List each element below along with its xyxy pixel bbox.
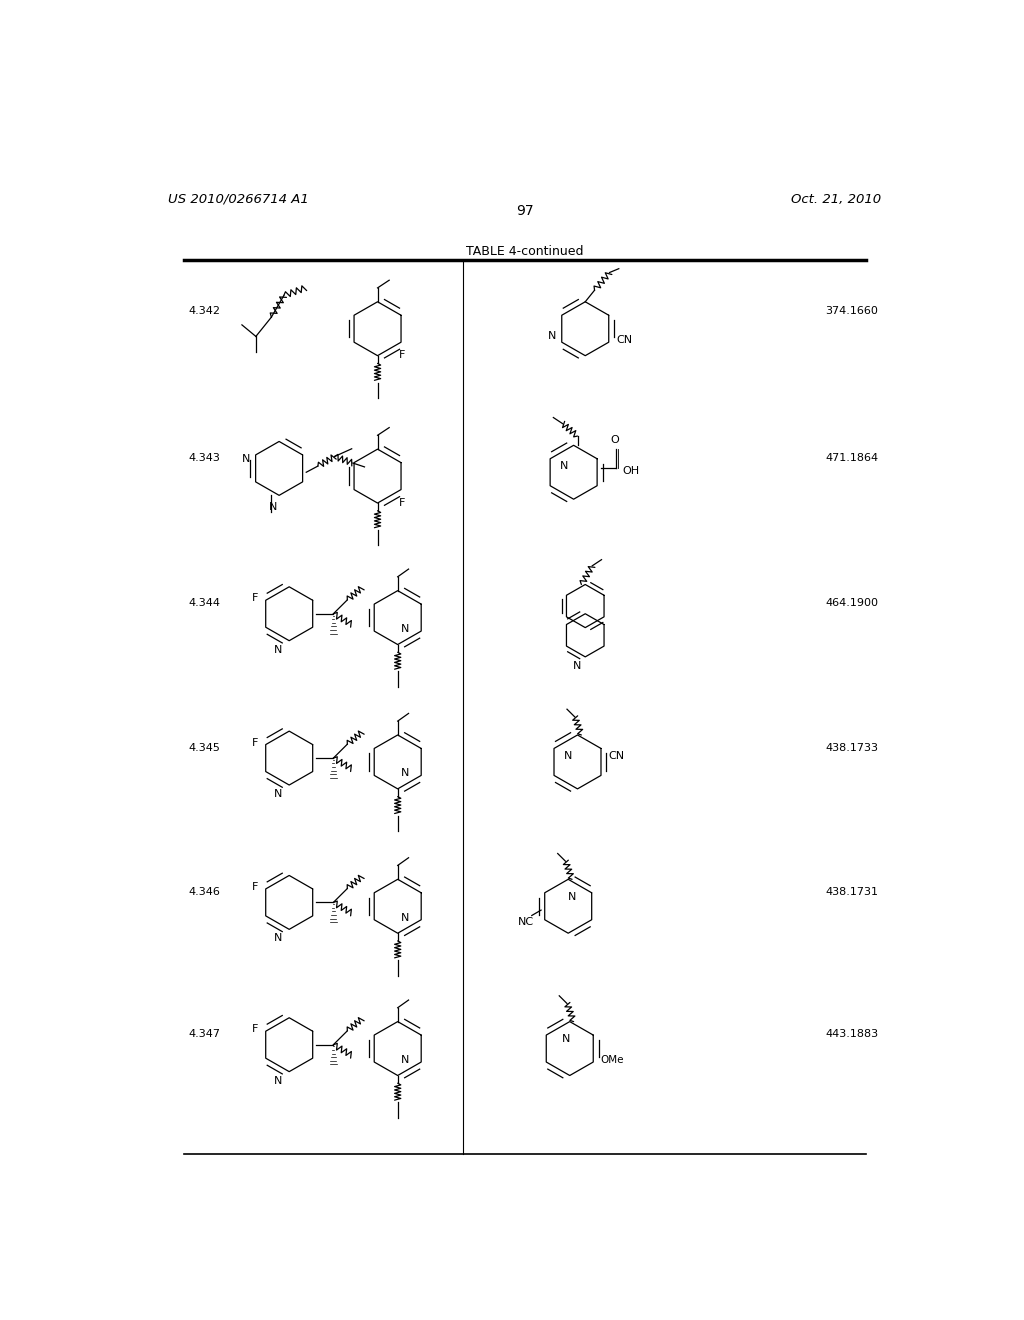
Text: OMe: OMe <box>601 1055 625 1065</box>
Text: 4.343: 4.343 <box>188 453 220 463</box>
Text: F: F <box>252 882 258 892</box>
Text: 438.1731: 438.1731 <box>825 887 879 898</box>
Text: N: N <box>401 913 410 923</box>
Text: 443.1883: 443.1883 <box>825 1030 879 1039</box>
Text: N: N <box>268 502 278 512</box>
Text: 4.344: 4.344 <box>188 598 220 609</box>
Text: 97: 97 <box>516 205 534 218</box>
Text: F: F <box>399 350 406 360</box>
Text: F: F <box>252 738 258 747</box>
Text: OH: OH <box>623 466 640 475</box>
Text: N: N <box>564 751 572 760</box>
Text: N: N <box>273 644 282 655</box>
Text: N: N <box>273 1076 282 1085</box>
Text: N: N <box>273 933 282 944</box>
Text: 4.345: 4.345 <box>188 743 220 752</box>
Text: 464.1900: 464.1900 <box>825 598 879 609</box>
Text: N: N <box>401 624 410 634</box>
Text: F: F <box>399 498 406 508</box>
Text: N: N <box>573 661 582 671</box>
Text: N: N <box>562 1035 570 1044</box>
Text: N: N <box>568 892 577 902</box>
Text: 4.347: 4.347 <box>188 1030 220 1039</box>
Text: O: O <box>610 436 620 445</box>
Text: US 2010/0266714 A1: US 2010/0266714 A1 <box>168 193 309 206</box>
Text: F: F <box>252 1024 258 1035</box>
Text: 4.346: 4.346 <box>188 887 220 898</box>
Text: N: N <box>401 768 410 779</box>
Text: CN: CN <box>608 751 625 760</box>
Text: 4.342: 4.342 <box>188 306 220 315</box>
Text: N: N <box>273 789 282 799</box>
Text: N: N <box>548 331 556 342</box>
Text: N: N <box>242 454 250 465</box>
Text: N: N <box>560 461 568 471</box>
Text: Oct. 21, 2010: Oct. 21, 2010 <box>792 193 882 206</box>
Text: N: N <box>401 1055 410 1065</box>
Text: F: F <box>252 594 258 603</box>
Text: 374.1660: 374.1660 <box>825 306 879 315</box>
Text: NC: NC <box>518 916 534 927</box>
Text: CN: CN <box>616 335 633 346</box>
Text: 471.1864: 471.1864 <box>825 453 879 463</box>
Text: TABLE 4-continued: TABLE 4-continued <box>466 244 584 257</box>
Text: 438.1733: 438.1733 <box>825 743 879 752</box>
